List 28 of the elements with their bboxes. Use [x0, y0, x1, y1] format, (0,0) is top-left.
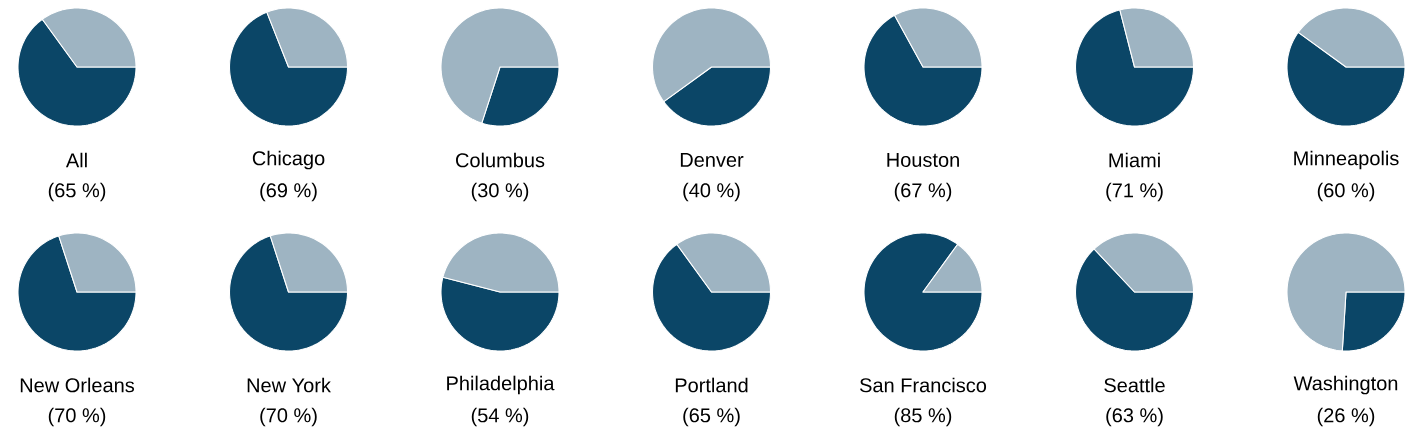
text: Miami — [1109, 152, 1160, 168]
data-label: (60 %) — [1317, 182, 1375, 202]
text: Columbus — [456, 152, 545, 168]
data-label: (65 %) — [48, 182, 106, 202]
text: Minneapolis — [1294, 150, 1399, 170]
data-label: (65 %) — [683, 407, 740, 427]
data-label: (69 %) — [260, 182, 317, 202]
data-label: (40 %) — [683, 182, 740, 202]
data-label: (71 %) — [1106, 182, 1163, 202]
data-label: (63 %) — [1106, 407, 1163, 427]
text: Portland — [675, 377, 748, 393]
text: Denver — [680, 153, 744, 167]
text: Seattle — [1104, 377, 1165, 393]
data-label: (67 %) — [894, 182, 952, 202]
text: Houston — [887, 153, 959, 167]
data-label: (85 %) — [894, 407, 952, 427]
text: Washington — [1293, 375, 1398, 395]
text: San Francisco — [859, 377, 987, 393]
data-label: (26 %) — [1317, 407, 1375, 427]
data-label: (54 %) — [471, 407, 529, 427]
text: Chicago — [252, 150, 325, 170]
data-label: (70 %) — [260, 407, 317, 427]
text: New Orleans — [20, 377, 135, 393]
text: New York — [247, 377, 331, 393]
data-label: (30 %) — [471, 182, 529, 202]
data-label: (70 %) — [48, 407, 106, 427]
text: Philadelphia — [447, 375, 555, 395]
text: All — [65, 152, 87, 168]
